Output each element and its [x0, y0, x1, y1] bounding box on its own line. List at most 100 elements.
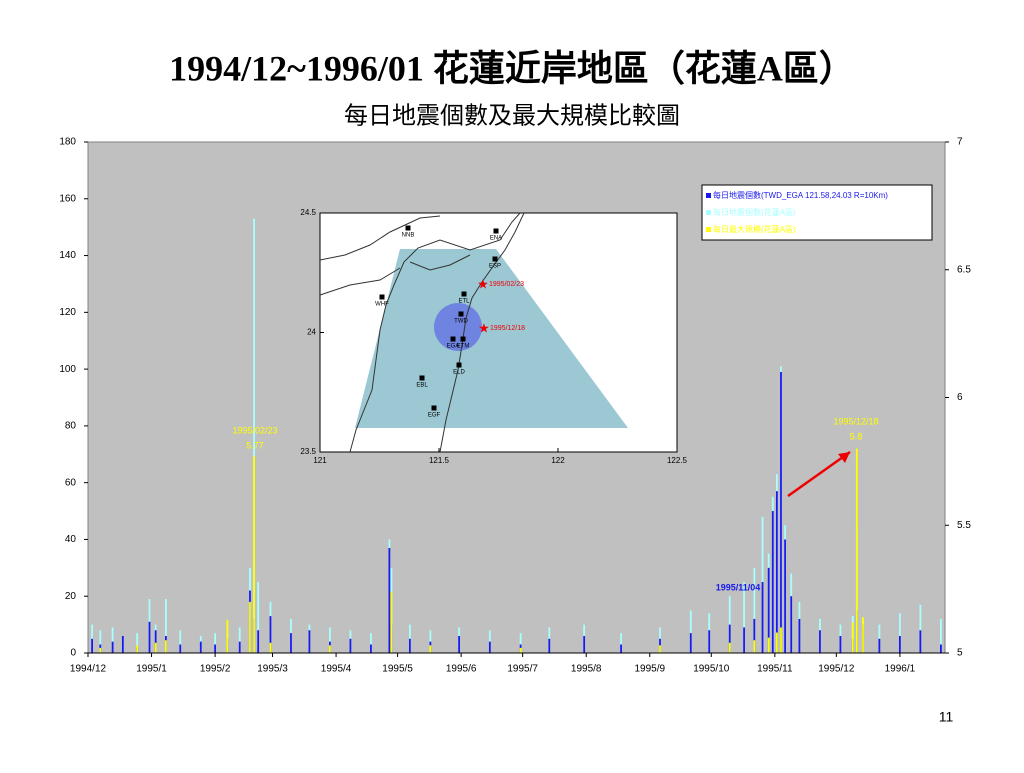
station	[419, 375, 425, 381]
event-label: 1995/02/23	[489, 281, 524, 288]
bar	[238, 641, 241, 653]
bar	[253, 218, 255, 653]
y-tick-label: 80	[65, 421, 77, 432]
x-tick-label: 1996/1	[885, 664, 916, 675]
y2-tick-label: 5	[957, 648, 963, 659]
bar	[862, 617, 864, 653]
y-tick-label: 60	[65, 477, 77, 488]
x-tick-label: 1995/6	[446, 664, 477, 675]
bar	[179, 644, 182, 653]
bar	[269, 642, 272, 653]
station-label: EBL	[416, 383, 428, 389]
annotation: 5.8	[850, 431, 863, 441]
bar	[121, 635, 124, 653]
arrow-head	[838, 452, 850, 463]
bar	[919, 630, 922, 653]
station	[493, 228, 499, 234]
legend-label: 每日最大規模(花蓮A區)	[713, 224, 796, 234]
x-tick-label: 1994/12	[70, 664, 107, 675]
x-tick-label: 1995/9	[634, 664, 665, 675]
map-inset: 121 121.5 122 122.5 24.5 24 23.5 NNB ENA ESP WHF ET…	[300, 208, 687, 465]
bar	[111, 627, 114, 653]
boundaries	[319, 215, 471, 296]
bar	[257, 582, 260, 653]
bar	[839, 635, 842, 653]
bar	[329, 627, 331, 653]
bar	[659, 645, 661, 653]
radius-circle	[434, 303, 482, 351]
bar	[798, 618, 801, 653]
bar	[429, 645, 432, 653]
station-label: ESP	[489, 264, 501, 270]
y-tick-label: 40	[65, 534, 77, 545]
bar	[290, 633, 292, 653]
y-tick-label: 100	[59, 364, 76, 375]
bar	[689, 610, 692, 653]
bar	[136, 645, 139, 653]
bar	[253, 456, 255, 653]
x-tick-label: 1995/5	[382, 664, 413, 675]
coastline-west	[349, 212, 521, 453]
bar	[249, 601, 251, 653]
bar	[165, 599, 167, 653]
map-x-tick-label: 122	[551, 456, 565, 465]
bar	[753, 640, 756, 653]
bar	[743, 582, 745, 653]
annotation: 1995/12/18	[833, 416, 878, 426]
x-tick-label: 1995/3	[257, 664, 288, 675]
bar	[269, 616, 272, 653]
bar	[898, 635, 901, 653]
bar	[226, 619, 229, 653]
event-star: ★	[478, 320, 490, 335]
map-y-tick-label: 24	[307, 328, 316, 337]
station	[460, 336, 466, 342]
bar	[349, 638, 352, 653]
station-label: EGF	[428, 413, 441, 419]
bar	[775, 632, 778, 653]
y2-tick-label: 6	[957, 392, 963, 403]
bar	[165, 640, 167, 653]
station	[458, 311, 464, 317]
station	[405, 225, 411, 231]
x-tick-label: 1995/7	[507, 664, 538, 675]
bar	[519, 633, 522, 653]
station	[450, 336, 456, 342]
bar	[214, 644, 217, 653]
bar	[519, 647, 522, 653]
arrow	[787, 450, 851, 498]
bar	[939, 618, 942, 653]
legend-swatch	[706, 193, 711, 198]
x-tick-label: 1995/10	[693, 664, 730, 675]
bar	[878, 638, 881, 653]
station-label: NNB	[402, 233, 415, 239]
bar	[919, 604, 922, 653]
map-x-tick-label: 121.5	[429, 456, 450, 465]
bar	[548, 638, 551, 653]
legend-label: 每日地震個數(花蓮A區)	[713, 207, 796, 217]
bar	[238, 627, 241, 653]
x-tick-label: 1995/4	[321, 664, 352, 675]
station-label: ELD	[453, 370, 465, 376]
station-label: ENA	[490, 236, 502, 242]
bar	[784, 539, 786, 653]
y-tick-label: 180	[59, 137, 76, 148]
bar	[728, 624, 731, 653]
page-number: 11	[939, 709, 954, 725]
map-y-tick-label: 24.5	[300, 208, 316, 217]
bar	[790, 596, 793, 653]
annotation: 1995/11/04	[716, 582, 761, 592]
bar	[767, 637, 770, 653]
event-label: 1995/12/18	[490, 325, 525, 332]
bar	[429, 630, 432, 653]
bar	[458, 635, 460, 653]
region-a	[355, 249, 628, 428]
y2-tick-label: 6.5	[957, 264, 971, 275]
bar	[855, 448, 858, 653]
bar	[308, 630, 311, 653]
bar	[620, 644, 622, 653]
bar	[199, 641, 202, 653]
bar	[370, 644, 372, 653]
bar	[898, 613, 901, 653]
bar	[780, 627, 782, 653]
